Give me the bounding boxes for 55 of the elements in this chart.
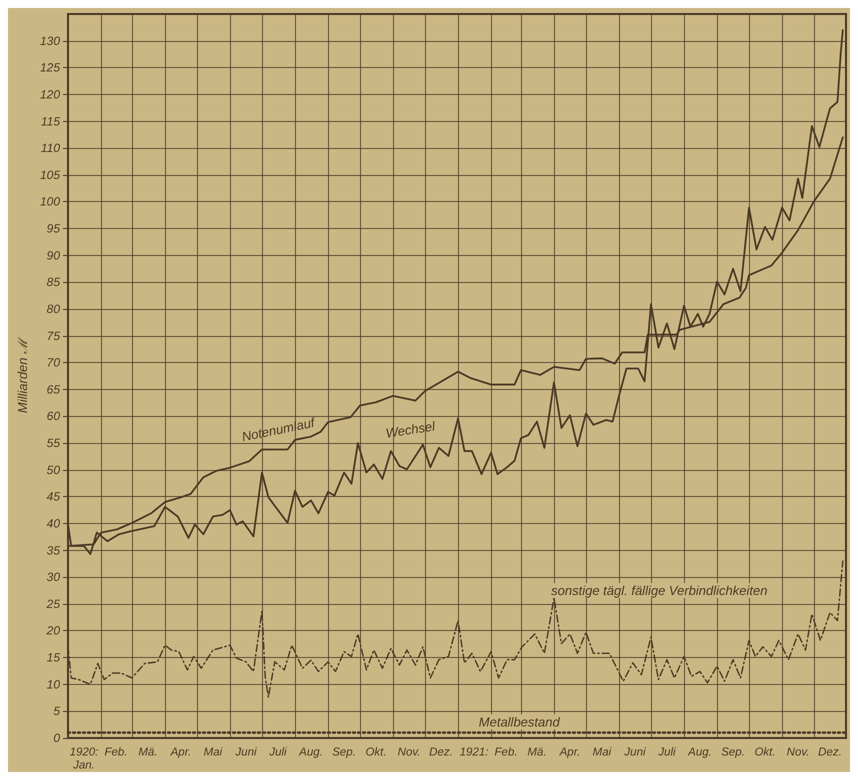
y-tick-label: 25	[46, 596, 60, 611]
x-tick-label: Dez.	[818, 746, 842, 758]
y-tick-label: 75	[46, 328, 60, 343]
x-tick-label: Apr.	[558, 746, 580, 758]
y-tick-label: 50	[46, 462, 60, 477]
y-tick-label: 0	[53, 731, 60, 745]
x-tick-label: 1921:	[460, 746, 488, 758]
x-tick-label: 1920: Jan.	[70, 746, 98, 772]
y-tick-label: 65	[46, 382, 60, 396]
x-tick-label: Dez.	[429, 746, 453, 758]
x-tick-label: Nov.	[786, 746, 810, 758]
x-tick-label: Sep.	[332, 746, 356, 758]
x-tick-label: Juni	[623, 746, 646, 758]
y-tick-label: 100	[40, 194, 60, 209]
series-label: Metallbestand	[478, 714, 560, 730]
x-tick-label: Juni	[234, 746, 257, 758]
y-tick-label: 105	[40, 168, 60, 182]
x-tick-label: Juli	[657, 746, 676, 758]
series-label: sonstige tägl. fällige Verbindlichkeiten	[551, 583, 768, 598]
x-tick-label: Feb.	[494, 746, 518, 758]
y-tick-label: 15	[46, 650, 60, 665]
x-tick-label: Mai	[204, 746, 223, 758]
x-tick-label: Juli	[268, 746, 288, 758]
x-tick-label: Aug.	[298, 746, 323, 758]
y-tick-label: 5	[53, 704, 60, 718]
x-tick-label: Okt.	[365, 746, 387, 758]
x-tick-label: Okt.	[754, 746, 776, 758]
y-tick-label: 40	[46, 516, 60, 530]
y-tick-label: 110	[40, 141, 60, 156]
y-tick-label: 45	[46, 490, 60, 504]
y-tick-label: 90	[46, 248, 60, 262]
y-tick-label: 30	[46, 570, 60, 584]
x-tick-label: Mä.	[138, 746, 158, 758]
y-tick-label: 120	[40, 87, 60, 102]
y-tick-label: 125	[40, 60, 60, 75]
x-tick-label: Feb.	[104, 746, 128, 758]
x-tick-label: Mai	[592, 746, 612, 758]
y-tick-label: 55	[46, 436, 60, 450]
x-tick-label: Sep.	[721, 746, 745, 758]
y-tick-label: 80	[46, 302, 60, 316]
y-tick-label: 35	[46, 543, 60, 558]
x-tick-label: Aug.	[687, 746, 712, 758]
x-tick-label: Mä.	[527, 746, 547, 758]
y-tick-label: 130	[40, 34, 60, 48]
x-tick-label: Nov.	[398, 746, 420, 758]
y-tick-label: 85	[46, 275, 60, 290]
y-tick-label: 95	[46, 222, 60, 236]
y-tick-label: 10	[46, 677, 60, 692]
x-tick-label: Apr.	[170, 746, 192, 758]
y-tick-label: 115	[40, 114, 60, 128]
y-tick-label: 60	[46, 409, 60, 424]
y-axis-title: Milliarden ℳ	[15, 336, 30, 414]
text: Wechsel	[384, 418, 438, 441]
y-tick-label: 70	[46, 356, 60, 370]
y-tick-label: 20	[46, 624, 60, 638]
